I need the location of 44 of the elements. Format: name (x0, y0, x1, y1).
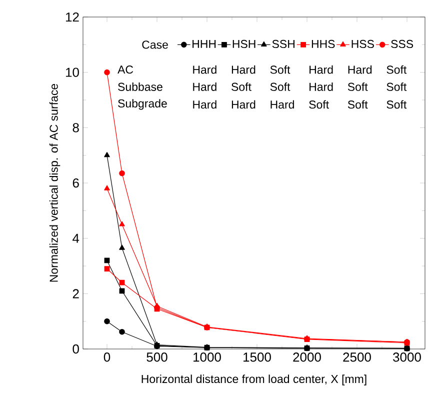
legend-label: HHH (192, 40, 216, 48)
annotation: Hard (193, 100, 216, 109)
annotation: Soft (386, 65, 407, 74)
annotation: Hard (348, 65, 372, 74)
legend-label: HSH (232, 40, 256, 48)
annotation: AC (118, 65, 134, 74)
annotation: Hard (270, 100, 294, 109)
annotation: Subgrade (118, 99, 167, 110)
x-tick-label: 2000 (293, 352, 321, 362)
annotation: Soft (270, 65, 290, 74)
annotation: Soft (270, 82, 290, 91)
legend-label: SSS (391, 40, 414, 48)
y-tick-label: 10 (66, 68, 79, 77)
x-tick-label: 3000 (393, 352, 421, 362)
annotation: Soft (386, 100, 407, 109)
annotation: Subbase (118, 82, 162, 91)
legend-title: Case (142, 40, 168, 49)
annotation: Soft (348, 100, 368, 109)
x-tick-label: 1000 (194, 352, 221, 362)
annotation: Hard (310, 82, 333, 91)
y-axis-title: Normalized vertical disp. of AC surface (49, 84, 60, 282)
annotation: Hard (232, 100, 256, 109)
annotation: Soft (348, 82, 368, 91)
legend-label: HHS (312, 40, 335, 48)
annotation: Hard (193, 82, 216, 91)
x-tick-label: 1500 (244, 352, 271, 362)
y-tick-label: 4 (72, 234, 80, 243)
annotation: Hard (310, 65, 333, 74)
annotation: Hard (193, 65, 216, 74)
x-tick-label: 0 (104, 352, 110, 362)
y-tick-label: 0 (72, 344, 79, 354)
annotation: Hard (232, 65, 256, 74)
y-tick-label: 6 (72, 178, 79, 188)
y-tick-label: 12 (66, 12, 79, 22)
x-axis-title: Horizontal distance from load center, X [mm] (142, 374, 366, 386)
y-tick-label: 2 (72, 289, 79, 298)
x-tick-label: 500 (146, 352, 168, 362)
annotation: Soft (309, 100, 329, 109)
annotation: Soft (232, 82, 252, 91)
legend-label: HSS (352, 40, 374, 48)
x-tick-label: 2500 (343, 352, 371, 362)
annotation: Soft (386, 82, 407, 91)
legend-label: SSH (272, 40, 294, 48)
y-tick-label: 8 (72, 123, 79, 132)
